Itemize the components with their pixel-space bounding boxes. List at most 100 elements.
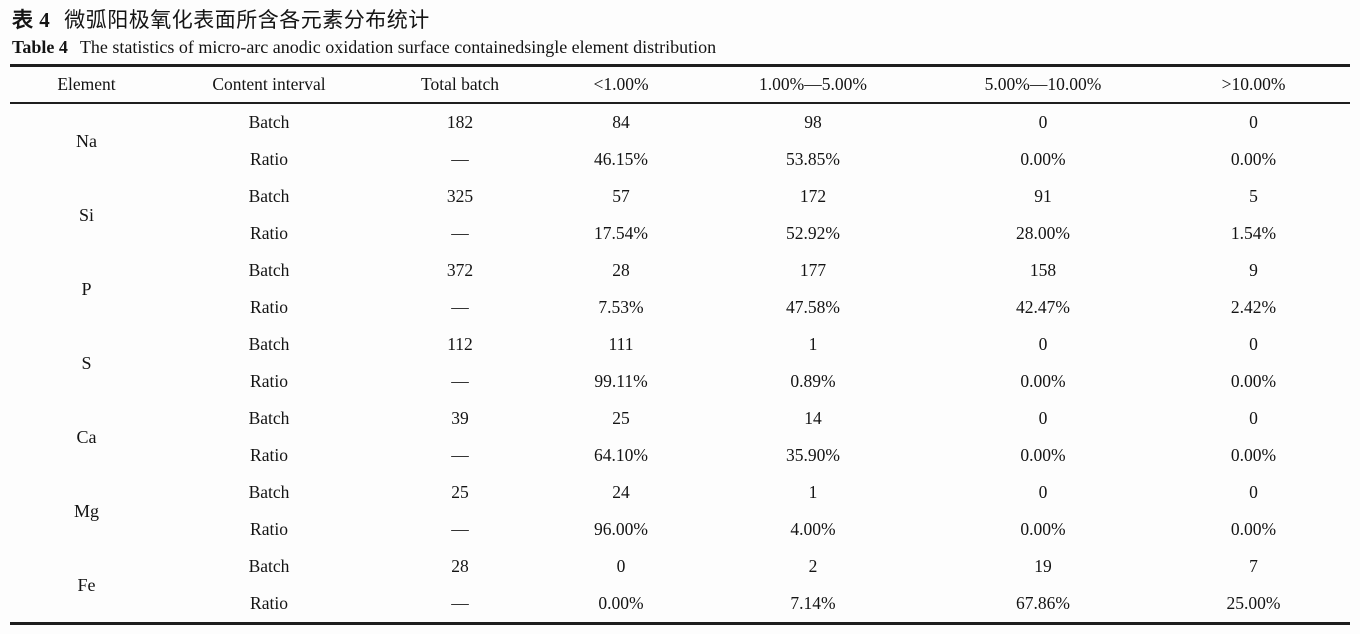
value-cell: 0 (1249, 408, 1258, 428)
table-row-batch: Fe Batch 28 0 2 19 7 (10, 548, 1350, 595)
table-title-zh-text: 微弧阳极氧化表面所含各元素分布统计 (64, 8, 430, 32)
element-cell: S (81, 352, 92, 373)
element-cell: Ca (76, 426, 97, 447)
value-cell: — (451, 223, 469, 243)
row-type-label: Ratio (250, 445, 288, 465)
row-type-label: Ratio (250, 297, 288, 317)
value-cell: — (451, 371, 469, 391)
table-row-batch: Ca Batch 39 25 14 0 0 (10, 400, 1350, 447)
value-cell: — (451, 297, 469, 317)
row-type-label: Ratio (250, 371, 288, 391)
value-cell: 0.00% (1230, 149, 1277, 169)
table-row-ratio: Ratio — 64.10% 35.90% 0.00% 0.00% (10, 437, 1350, 474)
table-title-en-text: The statistics of micro-arc anodic oxida… (79, 37, 717, 57)
value-cell: 0 (1249, 482, 1258, 502)
value-cell: 67.86% (1016, 593, 1070, 613)
value-cell: 39 (451, 408, 469, 428)
table-row-ratio: Ratio — 0.00% 7.14% 67.86% 25.00% (10, 585, 1350, 624)
value-cell: 0 (1038, 408, 1048, 428)
statistics-table: Element Content interval Total batch <1.… (10, 64, 1350, 625)
value-cell: — (451, 593, 469, 613)
row-type-label: Batch (248, 112, 290, 132)
value-cell: 47.58% (786, 297, 840, 317)
value-cell: 42.47% (1016, 297, 1070, 317)
column-header-element: Element (57, 74, 116, 94)
column-header-5-to-10: 5.00%—10.00% (984, 74, 1102, 94)
value-cell: 7 (1249, 556, 1258, 576)
value-cell: 46.15% (594, 149, 648, 169)
value-cell: 1 (808, 334, 818, 354)
value-cell: 0 (1038, 334, 1048, 354)
value-cell: 0.00% (598, 593, 644, 613)
table-row-ratio: Ratio — 96.00% 4.00% 0.00% 0.00% (10, 511, 1350, 548)
element-cell: P (81, 278, 92, 299)
row-type-label: Batch (248, 186, 290, 206)
column-header-gt-10: >10.00% (1221, 74, 1286, 94)
value-cell: 0.00% (1020, 371, 1066, 391)
header-row: Element Content interval Total batch <1.… (10, 66, 1350, 103)
value-cell: 0.00% (1020, 149, 1066, 169)
value-cell: 0.89% (790, 371, 836, 391)
value-cell: 19 (1034, 556, 1052, 576)
table-header: Element Content interval Total batch <1.… (10, 66, 1350, 103)
row-type-label: Batch (248, 556, 290, 576)
value-cell: — (451, 445, 469, 465)
value-cell: 25.00% (1226, 593, 1281, 613)
value-cell: 0 (616, 556, 626, 576)
value-cell: 24 (612, 482, 630, 502)
table-title-zh: 表 4 微弧阳极氧化表面所含各元素分布统计 (12, 6, 1350, 34)
table-row-batch: S Batch 112 111 1 0 0 (10, 326, 1350, 373)
table-row-ratio: Ratio — 99.11% 0.89% 0.00% 0.00% (10, 363, 1350, 400)
value-cell: 0 (1249, 112, 1258, 132)
row-type-label: Ratio (250, 149, 288, 169)
value-cell: 25 (451, 482, 469, 502)
value-cell: 35.90% (786, 445, 840, 465)
value-cell: 99.11% (594, 371, 648, 391)
value-cell: 7.53% (598, 297, 644, 317)
table-row-ratio: Ratio — 46.15% 53.85% 0.00% 0.00% (10, 141, 1350, 178)
value-cell: 2.42% (1230, 297, 1277, 317)
value-cell: 0.00% (1020, 519, 1066, 539)
value-cell: 0.00% (1230, 519, 1277, 539)
value-cell: 0 (1038, 482, 1048, 502)
value-cell: 325 (446, 186, 474, 206)
table-row-batch: Mg Batch 25 24 1 0 0 (10, 474, 1350, 521)
value-cell: 7.14% (790, 593, 836, 613)
row-type-label: Ratio (250, 519, 288, 539)
table-row-batch: Na Batch 182 84 98 0 0 (10, 103, 1350, 151)
column-header-lt-1: <1.00% (593, 74, 649, 94)
element-cell: Na (76, 130, 97, 151)
table-body: Na Batch 182 84 98 0 0 Ratio — 46.15% 53.85% 0.00% 0… (10, 103, 1350, 624)
value-cell: 182 (446, 112, 474, 132)
value-cell: 91 (1034, 186, 1052, 206)
value-cell: — (451, 519, 469, 539)
column-header-content-interval: Content interval (212, 74, 326, 94)
value-cell: 28 (612, 260, 630, 280)
value-cell: 0.00% (1020, 445, 1066, 465)
row-type-label: Ratio (250, 593, 288, 613)
table-row-batch: P Batch 372 28 177 158 9 (10, 252, 1350, 299)
table-row-ratio: Ratio — 7.53% 47.58% 42.47% 2.42% (10, 289, 1350, 326)
value-cell: 5 (1249, 186, 1258, 206)
value-cell: 1.54% (1230, 223, 1277, 243)
table-number-en: Table 4 (12, 37, 68, 57)
table-number-zh: 表 4 (12, 8, 51, 32)
value-cell: 64.10% (594, 445, 648, 465)
column-header-1-to-5: 1.00%—5.00% (759, 74, 867, 94)
value-cell: 28 (451, 556, 469, 576)
value-cell: 96.00% (594, 519, 648, 539)
row-type-label: Batch (248, 408, 290, 428)
value-cell: 0.00% (1230, 371, 1277, 391)
value-cell: 84 (612, 112, 630, 132)
value-cell: 57 (612, 186, 630, 206)
value-cell: 17.54% (594, 223, 648, 243)
value-cell: 172 (799, 186, 827, 206)
value-cell: 25 (612, 408, 630, 428)
value-cell: 0.00% (1230, 445, 1277, 465)
value-cell: 372 (446, 260, 474, 280)
value-cell: 158 (1029, 260, 1057, 280)
column-header-total-batch: Total batch (421, 74, 499, 94)
table-row-ratio: Ratio — 17.54% 52.92% 28.00% 1.54% (10, 215, 1350, 252)
value-cell: 9 (1249, 260, 1258, 280)
